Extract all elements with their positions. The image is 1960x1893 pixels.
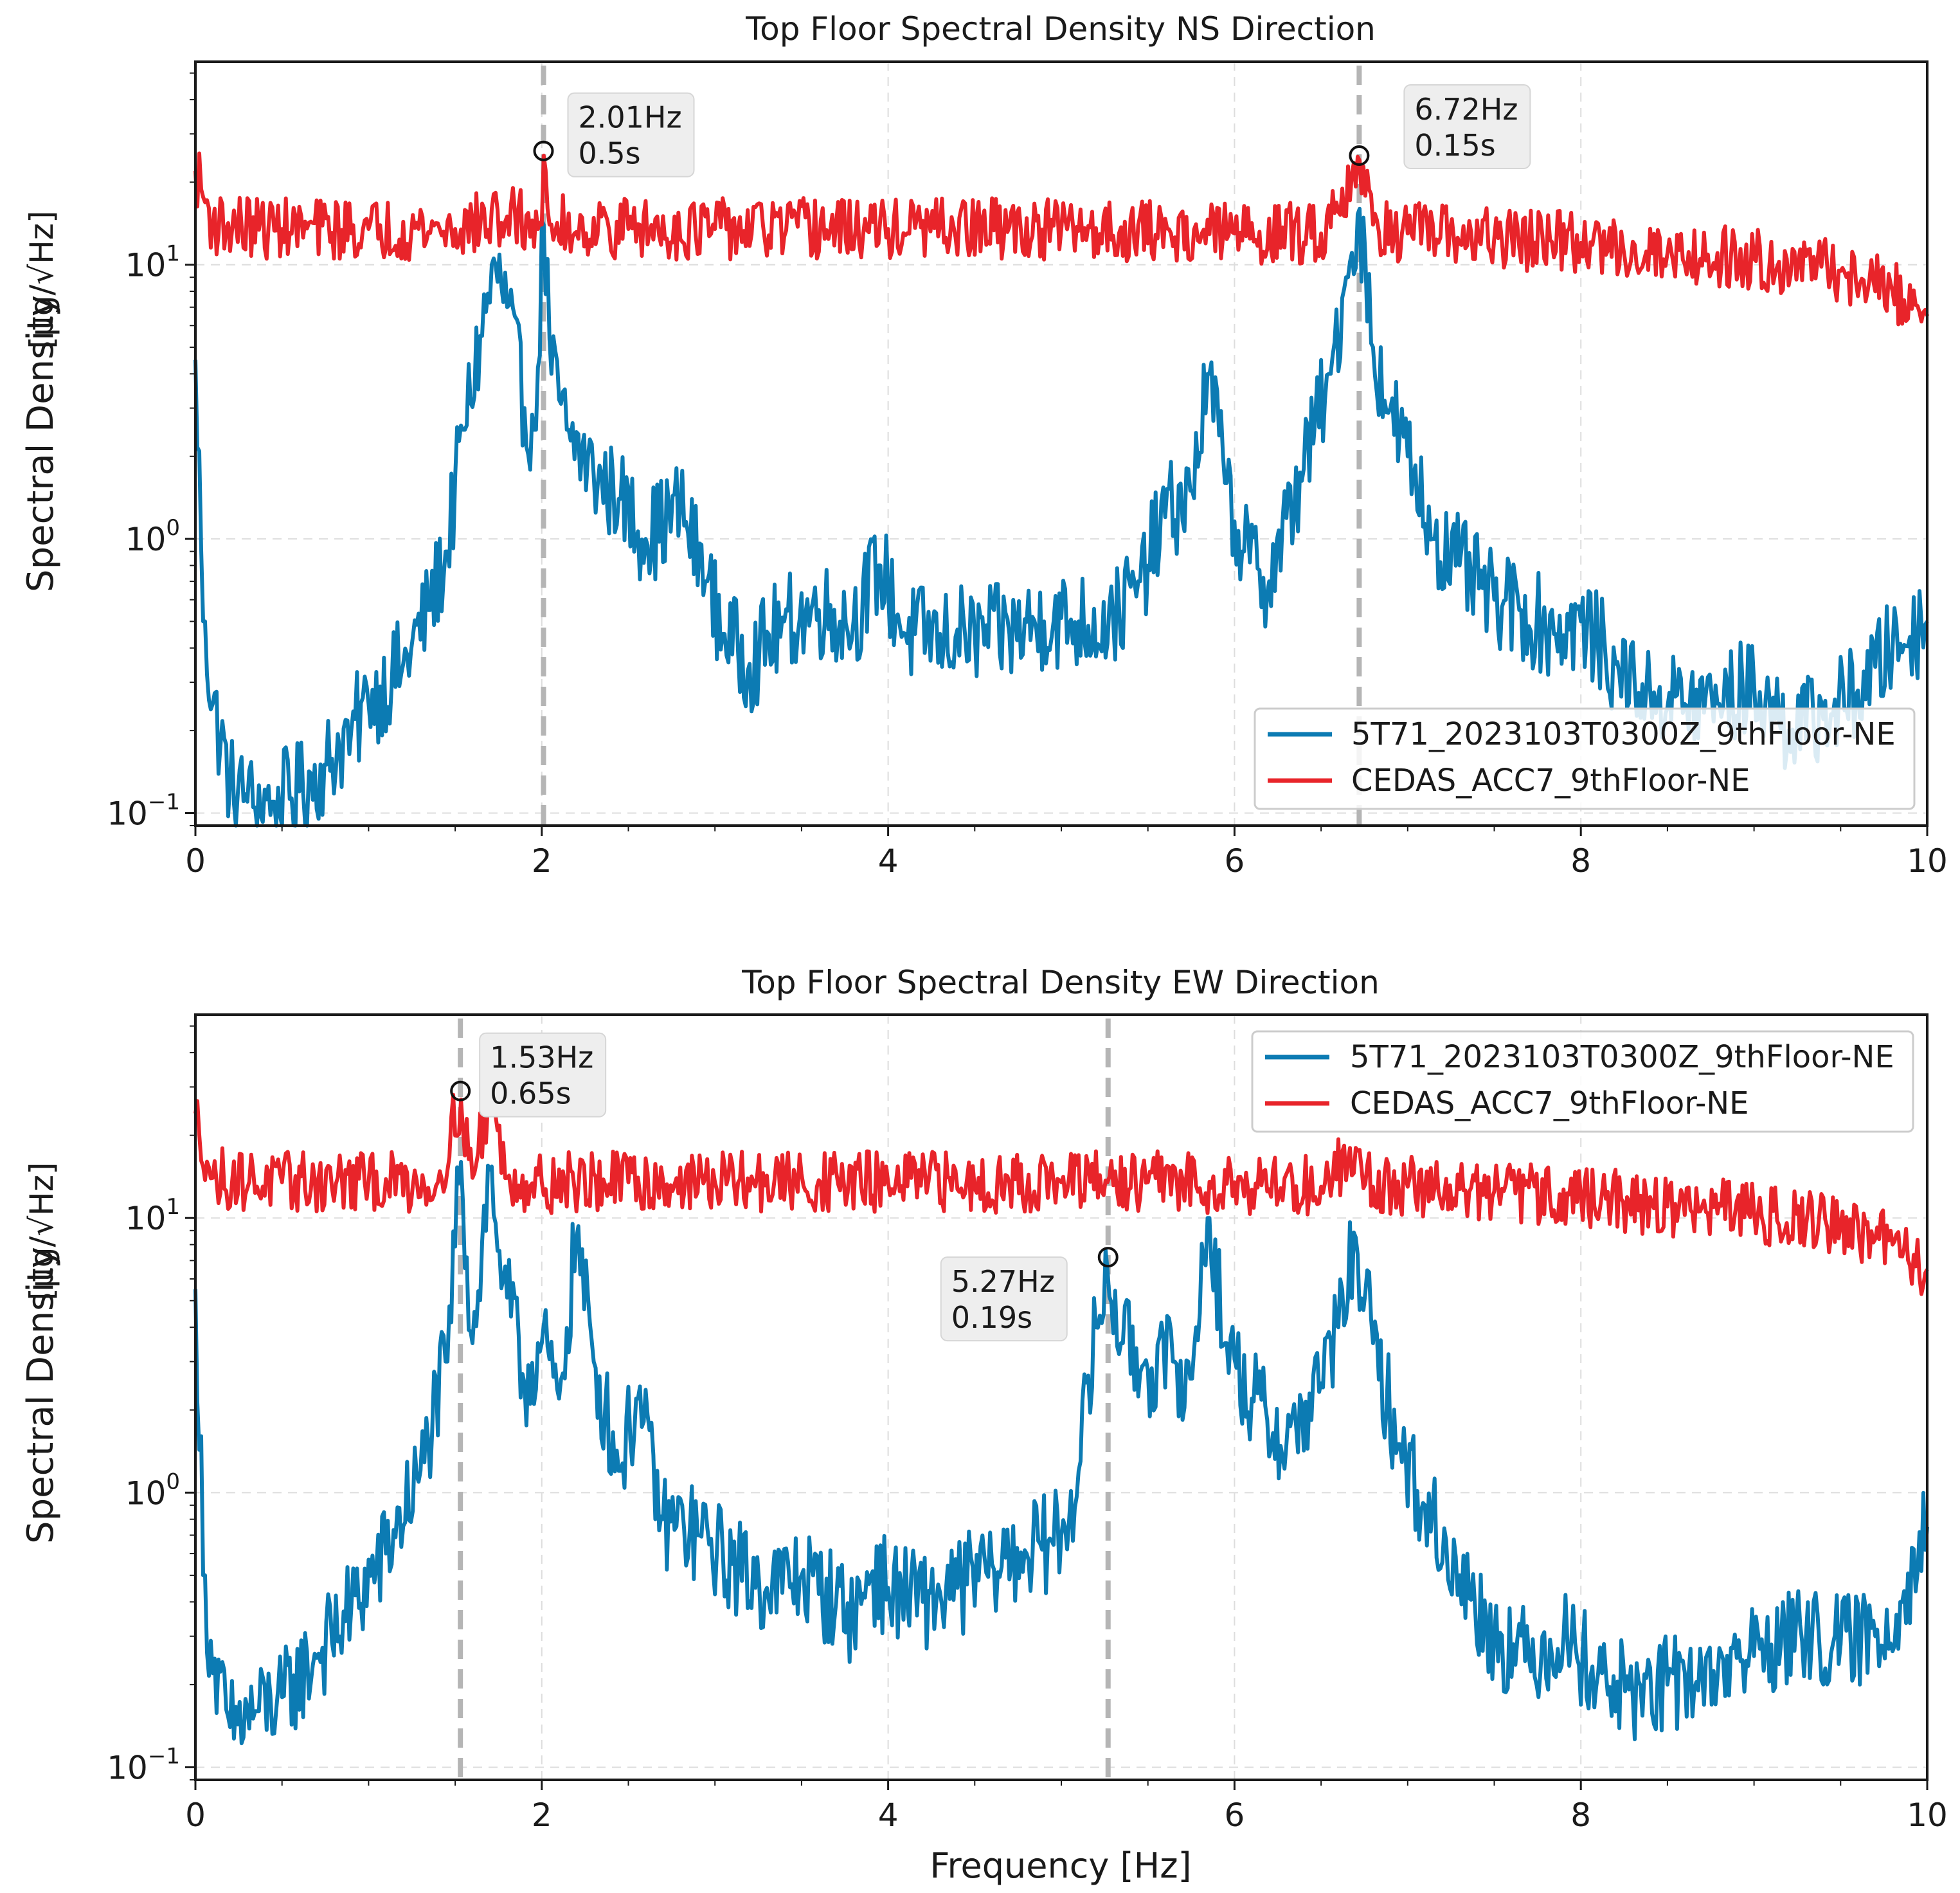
peak-period-label: 0.19s (951, 1300, 1032, 1335)
series-accelerometer-line (193, 1160, 1929, 1746)
chart-ns-x-axis: 0 2 4 6 8 10 (185, 826, 1948, 880)
peak-frequency-label: 1.53Hz (490, 1040, 593, 1075)
chart-ns-series (193, 151, 1929, 828)
peak-frequency-label: 5.27Hz (951, 1264, 1055, 1299)
peak-period-label: 0.65s (490, 1076, 571, 1111)
peak-annotation-box (1403, 84, 1531, 170)
y-tick-label: 100 (125, 1469, 180, 1512)
chart-ew-title: Top Floor Spectral Density EW Direction (741, 964, 1380, 1001)
chart-ew-panel: Top Floor Spectral Density EW Direction … (20, 964, 1948, 1886)
y-tick-label: 101 (125, 1194, 180, 1237)
chart-ew-grid (195, 1015, 1927, 1780)
x-tick-label: 0 (185, 1797, 206, 1834)
x-tick-label: 6 (1224, 1797, 1245, 1834)
chart-ew-peak-lines (458, 1019, 1111, 1780)
chart-ew-series (193, 1090, 1929, 1746)
legend-label-accelerometer: 5T71_2023103T0300Z_9thFloor-NE (1350, 1039, 1894, 1075)
y-tick-label: 10−1 (107, 789, 180, 832)
chart-ew-legend: 5T71_2023103T0300Z_9thFloor-NE CEDAS_ACC… (1251, 1030, 1914, 1133)
peak-period-label: 0.5s (578, 136, 640, 171)
x-tick-label: 2 (532, 842, 552, 880)
chart-ns-grid (195, 62, 1927, 826)
chart-ns-y-axis: 101 100 10−1 (107, 72, 195, 832)
series-cedas-line (193, 151, 1929, 327)
peak-frequency-label: 2.01Hz (578, 100, 681, 135)
chart-ns-y-label-text: Spectral Density (20, 295, 62, 592)
peak-marker (1349, 145, 1370, 167)
chart-ns-peak-lines (541, 66, 1362, 826)
chart-ns-legend-box (1254, 707, 1916, 810)
peak-annotation-box (479, 1032, 607, 1118)
chart-ns-peak-markers (533, 140, 1370, 167)
chart-ns-panel: Top Floor Spectral Density NS Direction … (20, 10, 1948, 880)
series-accelerometer-line (193, 206, 1929, 828)
chart-ns-y-label-unit: [μg/√Hz] (23, 210, 60, 349)
chart-ew-peak-markers (450, 1080, 1119, 1268)
x-tick-label: 8 (1570, 1797, 1591, 1834)
peak-annotation-box (940, 1256, 1068, 1342)
chart-ns-y-label: Spectral Density [μg/√Hz] (20, 210, 62, 592)
peak-marker (1097, 1247, 1119, 1268)
chart-ns-legend: 5T71_2023103T0300Z_9thFloor-NE CEDAS_ACC… (1254, 707, 1916, 810)
peak-marker (450, 1080, 471, 1101)
chart-ew-y-label-unit: [μg/√Hz] (23, 1162, 60, 1300)
chart-ew-y-axis: 101 100 10−1 (107, 1025, 195, 1786)
peak-annotation-box (567, 92, 695, 177)
chart-ew-y-label-text: Spectral Density (20, 1247, 62, 1544)
peak-marker (533, 140, 554, 161)
legend-label-cedas: CEDAS_ACC7_9thFloor-NE (1351, 763, 1750, 799)
legend-label-accelerometer: 5T71_2023103T0300Z_9thFloor-NE (1351, 716, 1896, 752)
y-tick-label: 101 (125, 241, 180, 284)
y-tick-label: 100 (125, 515, 180, 558)
x-tick-label: 8 (1570, 842, 1591, 880)
peak-frequency-label: 6.72Hz (1414, 92, 1518, 127)
x-tick-label: 4 (878, 1797, 899, 1834)
x-tick-label: 10 (1907, 1797, 1948, 1834)
legend-label-cedas: CEDAS_ACC7_9thFloor-NE (1350, 1085, 1749, 1121)
chart-ns-title: Top Floor Spectral Density NS Direction (745, 10, 1376, 48)
y-tick-label: 10−1 (107, 1743, 180, 1786)
chart-ew-y-label: Spectral Density [μg/√Hz] (20, 1162, 62, 1544)
x-tick-label: 2 (532, 1797, 552, 1834)
x-tick-label: 10 (1907, 842, 1948, 880)
x-tick-label: 0 (185, 842, 206, 880)
chart-x-axis-label: Frequency [Hz] (930, 1845, 1191, 1886)
chart-ew-x-axis: 0 2 4 6 8 10 (185, 1780, 1948, 1834)
chart-ew-legend-box (1251, 1030, 1914, 1133)
x-tick-label: 6 (1224, 842, 1245, 880)
peak-period-label: 0.15s (1414, 128, 1495, 163)
x-tick-label: 4 (878, 842, 899, 880)
